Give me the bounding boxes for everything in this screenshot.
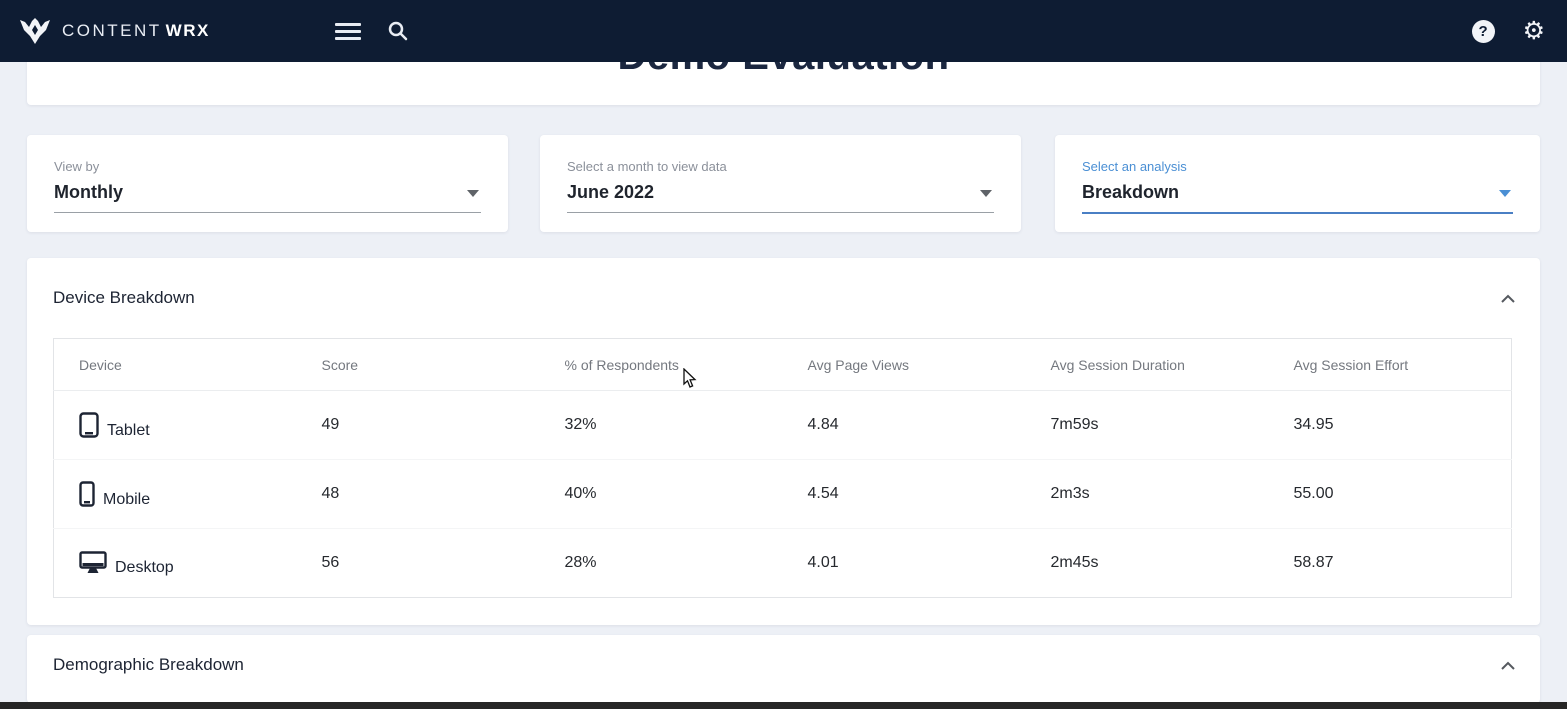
filter-card-view-by: View by Monthly: [27, 135, 508, 232]
menu-icon[interactable]: [334, 22, 361, 40]
view-by-label: View by: [54, 159, 100, 174]
avg-session-duration-value: 7m59s: [1025, 390, 1269, 460]
col-device: Device: [53, 338, 297, 391]
device-name: Mobile: [103, 491, 151, 508]
filter-card-analysis: Select an analysis Breakdown: [1055, 135, 1540, 232]
bottom-window-edge: [0, 702, 1567, 709]
avg-page-views-value: 4.54: [782, 459, 1026, 529]
settings-gear-icon[interactable]: ⚙: [1522, 16, 1545, 45]
avg-session-duration-value: 2m3s: [1025, 459, 1269, 529]
avg-session-duration-value: 2m45s: [1025, 528, 1269, 598]
month-select[interactable]: June 2022: [567, 182, 994, 213]
device-name: Desktop: [115, 559, 174, 576]
table-row-tablet: Tablet 49 32% 4.84 7m59s 34.95: [53, 390, 1512, 460]
avg-page-views-value: 4.84: [782, 390, 1026, 460]
table-row-desktop: Desktop 56 28% 4.01 2m45s 58.87: [53, 528, 1512, 598]
demographic-breakdown-title: Demographic Breakdown: [53, 655, 244, 674]
month-value: June 2022: [567, 182, 655, 202]
help-icon[interactable]: ?: [1471, 19, 1495, 43]
brand[interactable]: CONTENT WRX: [18, 17, 210, 45]
chevron-down-icon: [467, 190, 479, 197]
analysis-value: Breakdown: [1082, 182, 1180, 202]
filter-card-month: Select a month to view data June 2022: [540, 135, 1021, 232]
desktop-icon: [79, 551, 107, 573]
mobile-icon: [79, 481, 95, 507]
pct-respondents-value: 32%: [539, 390, 783, 460]
score-value: 48: [296, 459, 540, 529]
demographic-breakdown-card: Demographic Breakdown: [27, 635, 1540, 703]
chevron-down-icon: [1499, 190, 1511, 197]
device-name: Tablet: [107, 422, 150, 439]
avg-session-effort-value: 55.00: [1268, 459, 1512, 529]
chevron-down-icon: [980, 190, 992, 197]
brand-name: CONTENT WRX: [62, 21, 210, 41]
month-label: Select a month to view data: [567, 159, 727, 174]
pct-respondents-value: 40%: [539, 459, 783, 529]
chevron-up-icon[interactable]: [1500, 294, 1516, 303]
device-breakdown-card: Device Breakdown Device Score % of Respo…: [27, 258, 1540, 625]
score-value: 49: [296, 390, 540, 460]
avg-session-effort-value: 34.95: [1268, 390, 1512, 460]
table-header-row: Device Score % of Respondents Avg Page V…: [53, 338, 1512, 391]
chevron-up-icon[interactable]: [1500, 661, 1516, 670]
view-by-select[interactable]: Monthly: [54, 182, 481, 213]
view-by-value: Monthly: [54, 182, 123, 202]
analysis-label: Select an analysis: [1082, 159, 1187, 174]
col-pct-respondents: % of Respondents: [539, 338, 783, 391]
brand-logo-icon: [20, 18, 50, 44]
score-value: 56: [296, 528, 540, 598]
analysis-select[interactable]: Breakdown: [1082, 182, 1513, 214]
device-breakdown-table: Device Score % of Respondents Avg Page V…: [53, 338, 1512, 598]
device-breakdown-title: Device Breakdown: [53, 288, 195, 307]
col-avg-session-duration: Avg Session Duration: [1025, 338, 1269, 391]
table-row-mobile: Mobile 48 40% 4.54 2m3s 55.00: [53, 459, 1512, 529]
col-score: Score: [296, 338, 540, 391]
tablet-icon: [79, 412, 99, 438]
pct-respondents-value: 28%: [539, 528, 783, 598]
brand-name-primary: CONTENT: [62, 21, 162, 40]
top-navbar: CONTENT WRX ? ⚙: [0, 0, 1567, 62]
avg-session-effort-value: 58.87: [1268, 528, 1512, 598]
brand-name-secondary: WRX: [165, 21, 210, 40]
avg-page-views-value: 4.01: [782, 528, 1026, 598]
col-avg-session-effort: Avg Session Effort: [1268, 338, 1512, 391]
search-icon[interactable]: [387, 20, 409, 42]
col-avg-page-views: Avg Page Views: [782, 338, 1026, 391]
